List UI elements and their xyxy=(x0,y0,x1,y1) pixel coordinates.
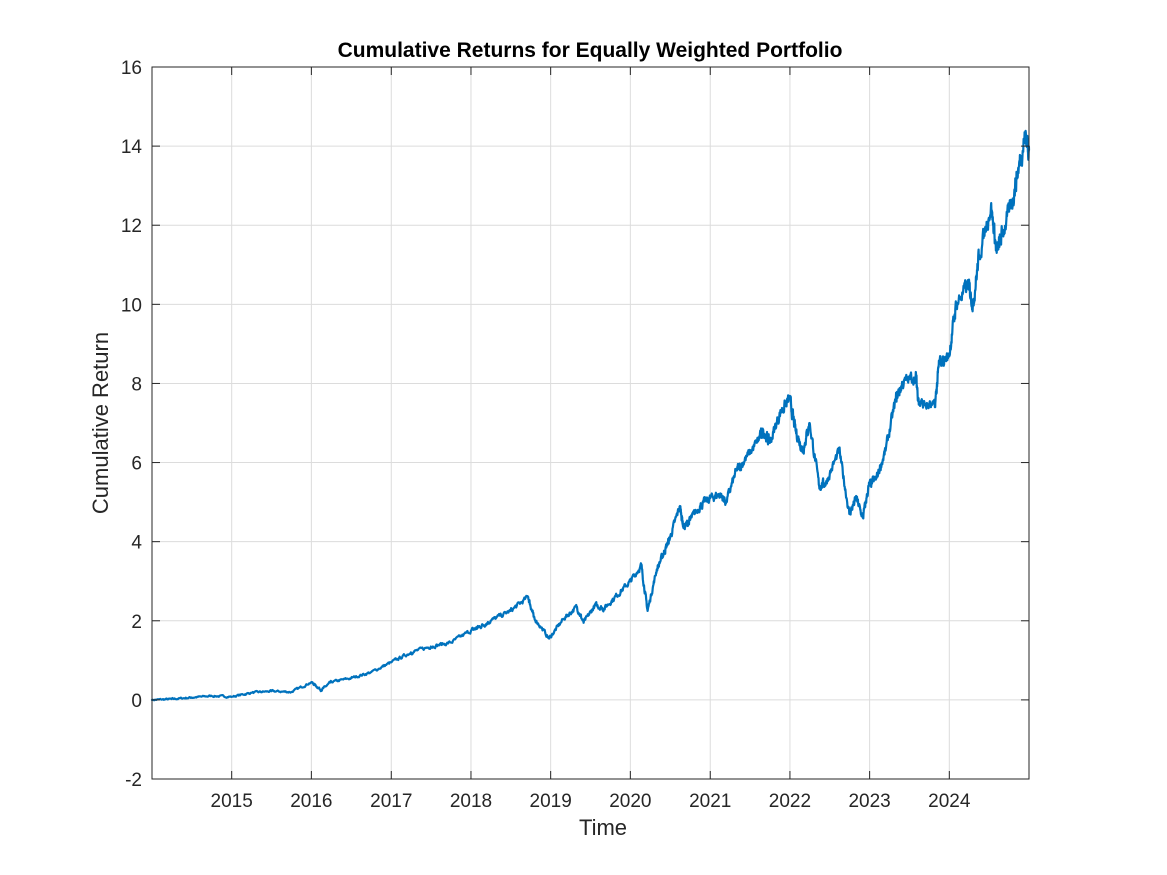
series-layer xyxy=(150,129,1031,702)
plot-frame xyxy=(151,66,1030,780)
y-tick-label: 10 xyxy=(121,295,142,316)
y-tick-label: 12 xyxy=(121,216,142,237)
x-tick-label: 2016 xyxy=(290,791,332,812)
y-axis-label: Cumulative Return xyxy=(88,332,113,514)
x-tick-label: 2019 xyxy=(530,791,572,812)
chart-title: Cumulative Returns for Equally Weighted … xyxy=(338,39,843,62)
x-axis-label: Time xyxy=(579,815,627,840)
y-tick-label: 2 xyxy=(131,612,142,633)
x-tick-label: 2017 xyxy=(370,791,412,812)
x-tick-label: 2023 xyxy=(848,791,890,812)
y-tick-label: -2 xyxy=(125,770,142,791)
x-tick-label: 2015 xyxy=(211,791,253,812)
plot-background xyxy=(152,67,1029,779)
tick-labels: 2015 2016 2017 2018 2019 2020 2021 2022 2023 2024… xyxy=(121,58,971,812)
x-tick-label: 2018 xyxy=(450,791,492,812)
x-tick-label: 2024 xyxy=(928,791,971,812)
y-tick-label: 4 xyxy=(131,533,142,554)
y-tick-label: 6 xyxy=(131,454,142,475)
y-tick-label: 0 xyxy=(131,691,142,712)
x-tick-label: 2022 xyxy=(769,791,811,812)
y-tick-label: 16 xyxy=(121,58,142,79)
x-tick-label: 2021 xyxy=(689,791,731,812)
y-tick-label: 8 xyxy=(131,374,142,395)
x-tick-label: 2020 xyxy=(609,791,651,812)
ticks xyxy=(152,66,1029,780)
series-line xyxy=(150,129,1031,702)
y-tick-label: 14 xyxy=(121,137,143,158)
